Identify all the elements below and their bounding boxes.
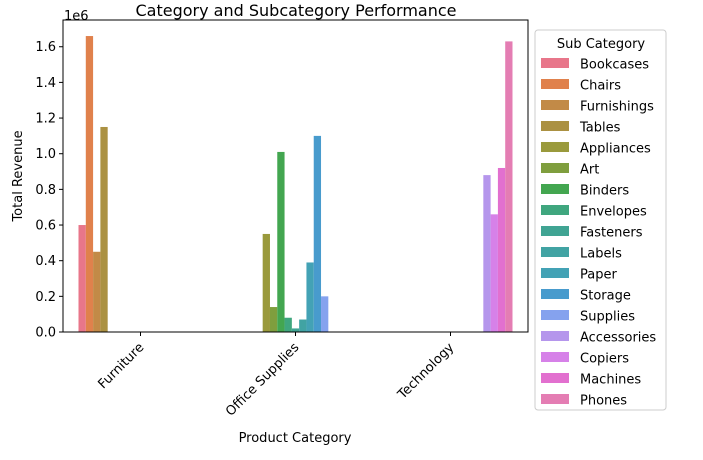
y-tick-label: 0.4 <box>35 254 56 269</box>
legend-entry-label: Machines <box>580 373 641 388</box>
x-tick-label: Furniture <box>95 340 147 392</box>
bar-furnishings <box>93 251 101 332</box>
legend-entry-label: Paper <box>580 268 617 283</box>
legend-entry-label: Envelopes <box>580 205 647 220</box>
y-tick-label: 1.0 <box>35 147 56 162</box>
legend-entry-label: Appliances <box>580 142 651 157</box>
bar-phones <box>505 41 513 332</box>
legend-entry-label: Binders <box>580 184 629 199</box>
y-axis-ticks: 0.0 0.2 0.4 0.6 0.8 1.0 1.2 1.4 1.6 <box>35 40 63 341</box>
bar-machines <box>497 167 506 332</box>
legend-swatch <box>541 205 569 215</box>
x-tick-label: Office Supplies <box>223 340 302 419</box>
bar-envelopes <box>284 317 292 332</box>
legend-swatch <box>541 184 569 194</box>
legend-swatch <box>541 352 569 362</box>
x-tick-label: Technology <box>395 340 458 403</box>
bar-storage <box>313 135 322 332</box>
legend-swatch <box>541 58 569 68</box>
bar-art <box>269 307 278 332</box>
legend-swatch <box>541 268 569 278</box>
legend-entry-label: Chairs <box>580 79 621 94</box>
legend-entry-label: Phones <box>580 394 627 409</box>
legend-entry-label: Tables <box>579 121 621 136</box>
bar-copiers <box>490 214 498 332</box>
legend-entry-label: Furnishings <box>580 100 654 115</box>
bar-fasteners <box>291 328 300 332</box>
legend-swatch <box>541 142 569 152</box>
legend-swatch <box>541 373 569 383</box>
y-tick-label: 1.4 <box>35 76 56 91</box>
legend-swatch <box>541 79 569 89</box>
y-axis-label: Total Revenue <box>11 130 26 222</box>
bar-bookcases <box>78 225 86 332</box>
legend-swatch <box>541 331 569 341</box>
y-tick-label: 1.2 <box>35 112 56 127</box>
plot-frame <box>62 19 529 333</box>
bars-group <box>78 36 513 332</box>
chart-title: Category and Subcategory Performance <box>136 1 457 20</box>
legend-swatch <box>541 310 569 320</box>
legend-swatch <box>541 100 569 110</box>
y-axis-offset-label: 1e6 <box>64 9 89 24</box>
y-tick-label: 0.8 <box>35 183 56 198</box>
bar-labels <box>299 319 307 332</box>
legend-swatch <box>541 289 569 299</box>
legend-swatch <box>541 394 569 404</box>
y-tick-label: 1.6 <box>35 40 56 55</box>
legend-entry-label: Copiers <box>580 352 629 367</box>
legend-swatch <box>541 226 569 236</box>
legend-entry-label: Storage <box>580 289 631 304</box>
legend-items: Bookcases Chairs Furnishings Tables Applianc… <box>541 58 656 409</box>
y-tick-label: 0.2 <box>35 290 56 305</box>
legend-title: Sub Category <box>557 37 646 52</box>
legend-swatch <box>541 121 569 131</box>
y-tick-label: 0.0 <box>35 326 56 341</box>
legend-entry-label: Accessories <box>580 331 656 346</box>
legend-entry-label: Bookcases <box>580 58 649 73</box>
bar-binders <box>277 151 285 332</box>
legend-entry-label: Supplies <box>580 310 635 325</box>
legend-entry-label: Labels <box>580 247 622 262</box>
bar-appliances <box>262 233 270 332</box>
x-axis-label: Product Category <box>239 431 352 446</box>
bar-paper <box>306 262 314 332</box>
legend-entry-label: Art <box>580 163 599 178</box>
legend-swatch <box>541 247 569 257</box>
legend: Sub Category Bookcases Chairs Furnishings T… <box>534 29 667 411</box>
legend-swatch <box>541 163 569 173</box>
y-tick-label: 0.6 <box>35 219 56 234</box>
bar-tables <box>100 126 108 332</box>
legend-entry-label: Fasteners <box>580 226 643 241</box>
bar-supplies <box>321 296 329 332</box>
bar-chairs <box>85 36 94 332</box>
x-axis-ticks: Furniture Office Supplies Technology <box>95 332 458 419</box>
bar-accessories <box>483 175 491 332</box>
